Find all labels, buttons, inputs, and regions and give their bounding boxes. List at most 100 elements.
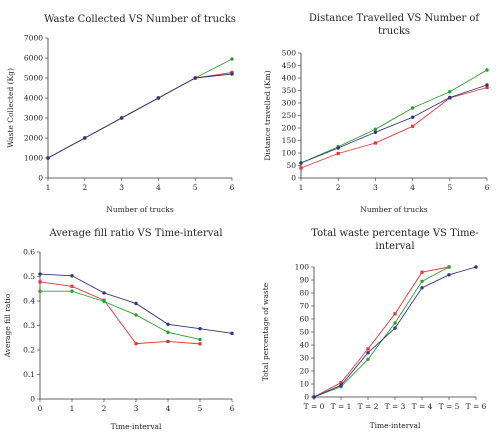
data-point bbox=[447, 265, 451, 269]
y-tick-label: 0 bbox=[38, 174, 43, 183]
data-point bbox=[70, 289, 74, 293]
data-point bbox=[420, 279, 424, 283]
x-axis-label: Time-interval bbox=[370, 421, 421, 430]
x-axis-label: Number of trucks bbox=[360, 205, 428, 214]
data-point bbox=[447, 273, 451, 277]
data-point bbox=[336, 151, 340, 156]
data-point bbox=[46, 156, 50, 160]
data-point bbox=[198, 337, 202, 342]
series-line-1 bbox=[313, 266, 450, 398]
series-line-2 bbox=[39, 281, 201, 345]
x-tick-label: 3 bbox=[373, 183, 378, 192]
data-point bbox=[366, 357, 370, 361]
data-point bbox=[410, 115, 415, 119]
y-tick-label: 90 bbox=[299, 276, 309, 285]
x-tick-label: 6 bbox=[230, 404, 235, 413]
chart-panel-2: Distance Travelled VS Number of trucks 0 50… bbox=[263, 13, 490, 214]
data-point bbox=[230, 72, 234, 76]
data-point bbox=[366, 347, 370, 351]
data-point bbox=[373, 141, 377, 145]
y-axis-label: Waste Collected (Kg) bbox=[6, 68, 15, 148]
x-tick-label: 5 bbox=[198, 404, 203, 413]
y-tick-label: 50 bbox=[299, 328, 309, 337]
data-point bbox=[420, 286, 424, 290]
x-tick-label: T = 6 bbox=[466, 402, 487, 411]
data-point bbox=[485, 83, 489, 87]
y-tick-label: 7000 bbox=[24, 34, 43, 43]
y-axis-label: Distance travelled (Km) bbox=[263, 70, 272, 160]
data-point bbox=[393, 321, 397, 325]
data-point bbox=[411, 124, 415, 128]
data-point bbox=[166, 330, 170, 335]
y-tick-label: 0.2 bbox=[23, 346, 35, 355]
data-point bbox=[393, 326, 397, 330]
y-tick-label: 0.3 bbox=[23, 321, 35, 330]
x-tick-label: 0 bbox=[38, 404, 43, 413]
data-point bbox=[339, 381, 343, 385]
y-tick-label: 100 bbox=[295, 263, 310, 272]
y-tick-label: 200 bbox=[282, 124, 297, 133]
y-tick-label: 0.1 bbox=[23, 370, 35, 379]
y-tick-label: 4000 bbox=[24, 94, 43, 103]
data-point bbox=[166, 322, 170, 326]
y-tick-label: 10 bbox=[299, 380, 309, 389]
data-point bbox=[134, 313, 138, 317]
y-tick-label: 20 bbox=[299, 367, 309, 376]
chart-title: interval bbox=[375, 241, 414, 252]
data-point bbox=[102, 299, 106, 304]
data-point bbox=[312, 395, 316, 399]
data-point bbox=[410, 106, 415, 110]
data-point bbox=[38, 272, 42, 276]
data-point bbox=[448, 90, 452, 94]
x-tick-label: 2 bbox=[102, 404, 107, 413]
y-tick-label: 0.5 bbox=[23, 272, 35, 281]
x-tick-label: 3 bbox=[119, 183, 124, 192]
data-point bbox=[373, 127, 378, 131]
data-point bbox=[373, 130, 378, 134]
series-line-3 bbox=[47, 73, 233, 159]
series-line-1 bbox=[300, 69, 488, 164]
chart-title: Average fill ratio VS Time-interval bbox=[48, 228, 222, 239]
x-tick-label: 5 bbox=[447, 183, 452, 192]
y-tick-label: 400 bbox=[282, 74, 297, 83]
y-tick-label: 300 bbox=[282, 99, 297, 108]
x-axis-label: Number of trucks bbox=[106, 205, 174, 214]
x-tick-label: 2 bbox=[336, 183, 341, 192]
y-tick-label: 0.6 bbox=[23, 248, 35, 257]
y-tick-label: 6000 bbox=[24, 54, 43, 63]
y-tick-label: 60 bbox=[299, 315, 309, 324]
y-tick-label: 30 bbox=[299, 354, 309, 363]
data-point bbox=[119, 116, 124, 120]
data-point bbox=[193, 76, 197, 80]
data-point bbox=[83, 136, 87, 140]
x-tick-label: 1 bbox=[70, 404, 75, 413]
x-tick-label: 6 bbox=[230, 183, 235, 192]
data-point bbox=[38, 289, 42, 293]
y-tick-label: 1000 bbox=[24, 154, 43, 163]
data-point bbox=[230, 57, 234, 61]
series-line-2 bbox=[47, 71, 233, 159]
series-line-3 bbox=[313, 266, 477, 398]
x-tick-label: 4 bbox=[166, 404, 171, 413]
data-point bbox=[102, 291, 106, 295]
data-point bbox=[448, 95, 452, 100]
series-line-2 bbox=[313, 266, 450, 398]
x-tick-label: 2 bbox=[82, 183, 87, 192]
chart-title: Distance Travelled VS Number of bbox=[309, 13, 481, 24]
y-tick-label: 50 bbox=[286, 161, 296, 170]
y-tick-label: 0 bbox=[291, 174, 296, 183]
x-tick-label: 3 bbox=[134, 404, 139, 413]
series-line-3 bbox=[300, 84, 488, 164]
x-tick-label: 1 bbox=[46, 183, 51, 192]
y-tick-label: 0.4 bbox=[23, 297, 35, 306]
y-tick-label: 70 bbox=[299, 302, 309, 311]
y-tick-label: 350 bbox=[282, 86, 297, 95]
chart-title: Total waste percentage VS Time- bbox=[311, 228, 478, 239]
chart-title: trucks bbox=[378, 26, 410, 37]
y-tick-label: 450 bbox=[282, 61, 297, 70]
series-line-3 bbox=[40, 290, 201, 340]
data-point bbox=[485, 68, 489, 72]
y-tick-label: 80 bbox=[299, 289, 309, 298]
chart-panel-4: Total waste percentage VS Time-interval 0… bbox=[261, 228, 487, 430]
